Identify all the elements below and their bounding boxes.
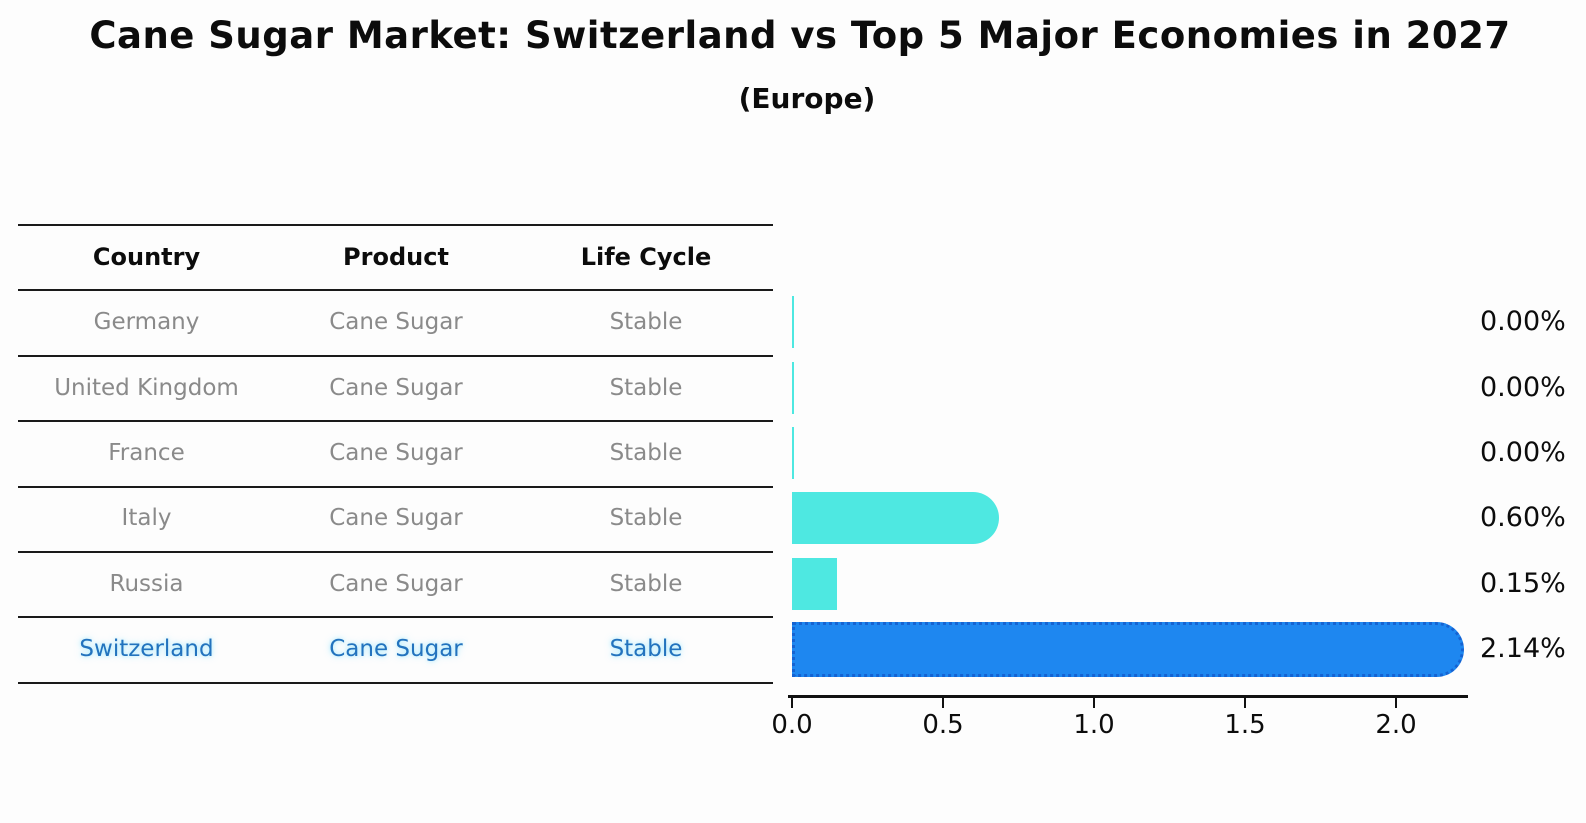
table-cell-life-cycle: Stable bbox=[609, 309, 683, 336]
table-cell-life-cycle: Stable bbox=[609, 570, 683, 597]
value-label: 0.60% bbox=[1480, 502, 1566, 534]
value-label: 0.00% bbox=[1480, 371, 1566, 403]
table-rule bbox=[18, 616, 773, 619]
table-cell-life-cycle: Stable bbox=[609, 505, 683, 532]
x-tick-label: 1.0 bbox=[1073, 710, 1115, 740]
x-tick-label: 1.5 bbox=[1224, 710, 1266, 740]
table-cell-product: Cane Sugar bbox=[329, 439, 463, 466]
table-cell-product: Cane Sugar bbox=[329, 309, 463, 336]
x-tick bbox=[791, 698, 793, 708]
bar-united-kingdom bbox=[792, 361, 794, 414]
bar-switzerland bbox=[792, 621, 1465, 677]
x-tick bbox=[1395, 698, 1397, 708]
table-cell-life-cycle: Stable bbox=[609, 374, 683, 401]
value-label: 0.15% bbox=[1480, 567, 1566, 599]
bar-germany bbox=[792, 296, 794, 349]
table-rule bbox=[18, 354, 773, 357]
table-rule bbox=[18, 485, 773, 488]
table-rule bbox=[18, 551, 773, 553]
table-header-product: Product bbox=[343, 242, 449, 271]
table-header-life-cycle: Life Cycle bbox=[580, 242, 712, 271]
value-label: 0.00% bbox=[1480, 306, 1566, 338]
x-tick-label: 0.5 bbox=[922, 710, 964, 740]
x-tick-label: 2.0 bbox=[1375, 710, 1417, 740]
table-rule bbox=[18, 224, 773, 226]
x-axis bbox=[788, 695, 1468, 698]
x-tick bbox=[1244, 698, 1246, 708]
table-rule bbox=[18, 681, 773, 684]
bar-russia bbox=[792, 557, 838, 610]
table-cell-country: Switzerland bbox=[79, 636, 214, 663]
bar-italy bbox=[792, 492, 1000, 545]
table-cell-country: Italy bbox=[121, 505, 172, 532]
table-cell-product: Cane Sugar bbox=[329, 505, 463, 532]
table-cell-country: United Kingdom bbox=[54, 374, 239, 401]
x-tick bbox=[942, 698, 944, 708]
value-label: 0.00% bbox=[1480, 436, 1566, 468]
table-cell-life-cycle: Stable bbox=[609, 439, 683, 466]
x-tick bbox=[1093, 698, 1095, 708]
bar-france bbox=[792, 426, 794, 479]
x-tick-label: 0.0 bbox=[771, 710, 813, 740]
table-cell-product: Cane Sugar bbox=[329, 374, 463, 401]
table-header-country: Country bbox=[92, 242, 201, 271]
table-cell-life-cycle: Stable bbox=[609, 636, 683, 663]
value-label: 2.14% bbox=[1480, 633, 1566, 665]
chart-title: Cane Sugar Market: Switzerland vs Top 5 … bbox=[89, 14, 1511, 57]
table-cell-country: France bbox=[108, 439, 185, 466]
table-cell-product: Cane Sugar bbox=[329, 570, 463, 597]
chart-subtitle: (Europe) bbox=[738, 82, 876, 115]
table-cell-country: Germany bbox=[93, 309, 200, 336]
table-rule bbox=[18, 420, 773, 423]
table-rule bbox=[18, 289, 773, 292]
table-cell-product: Cane Sugar bbox=[329, 636, 463, 663]
table-cell-country: Russia bbox=[109, 570, 184, 597]
